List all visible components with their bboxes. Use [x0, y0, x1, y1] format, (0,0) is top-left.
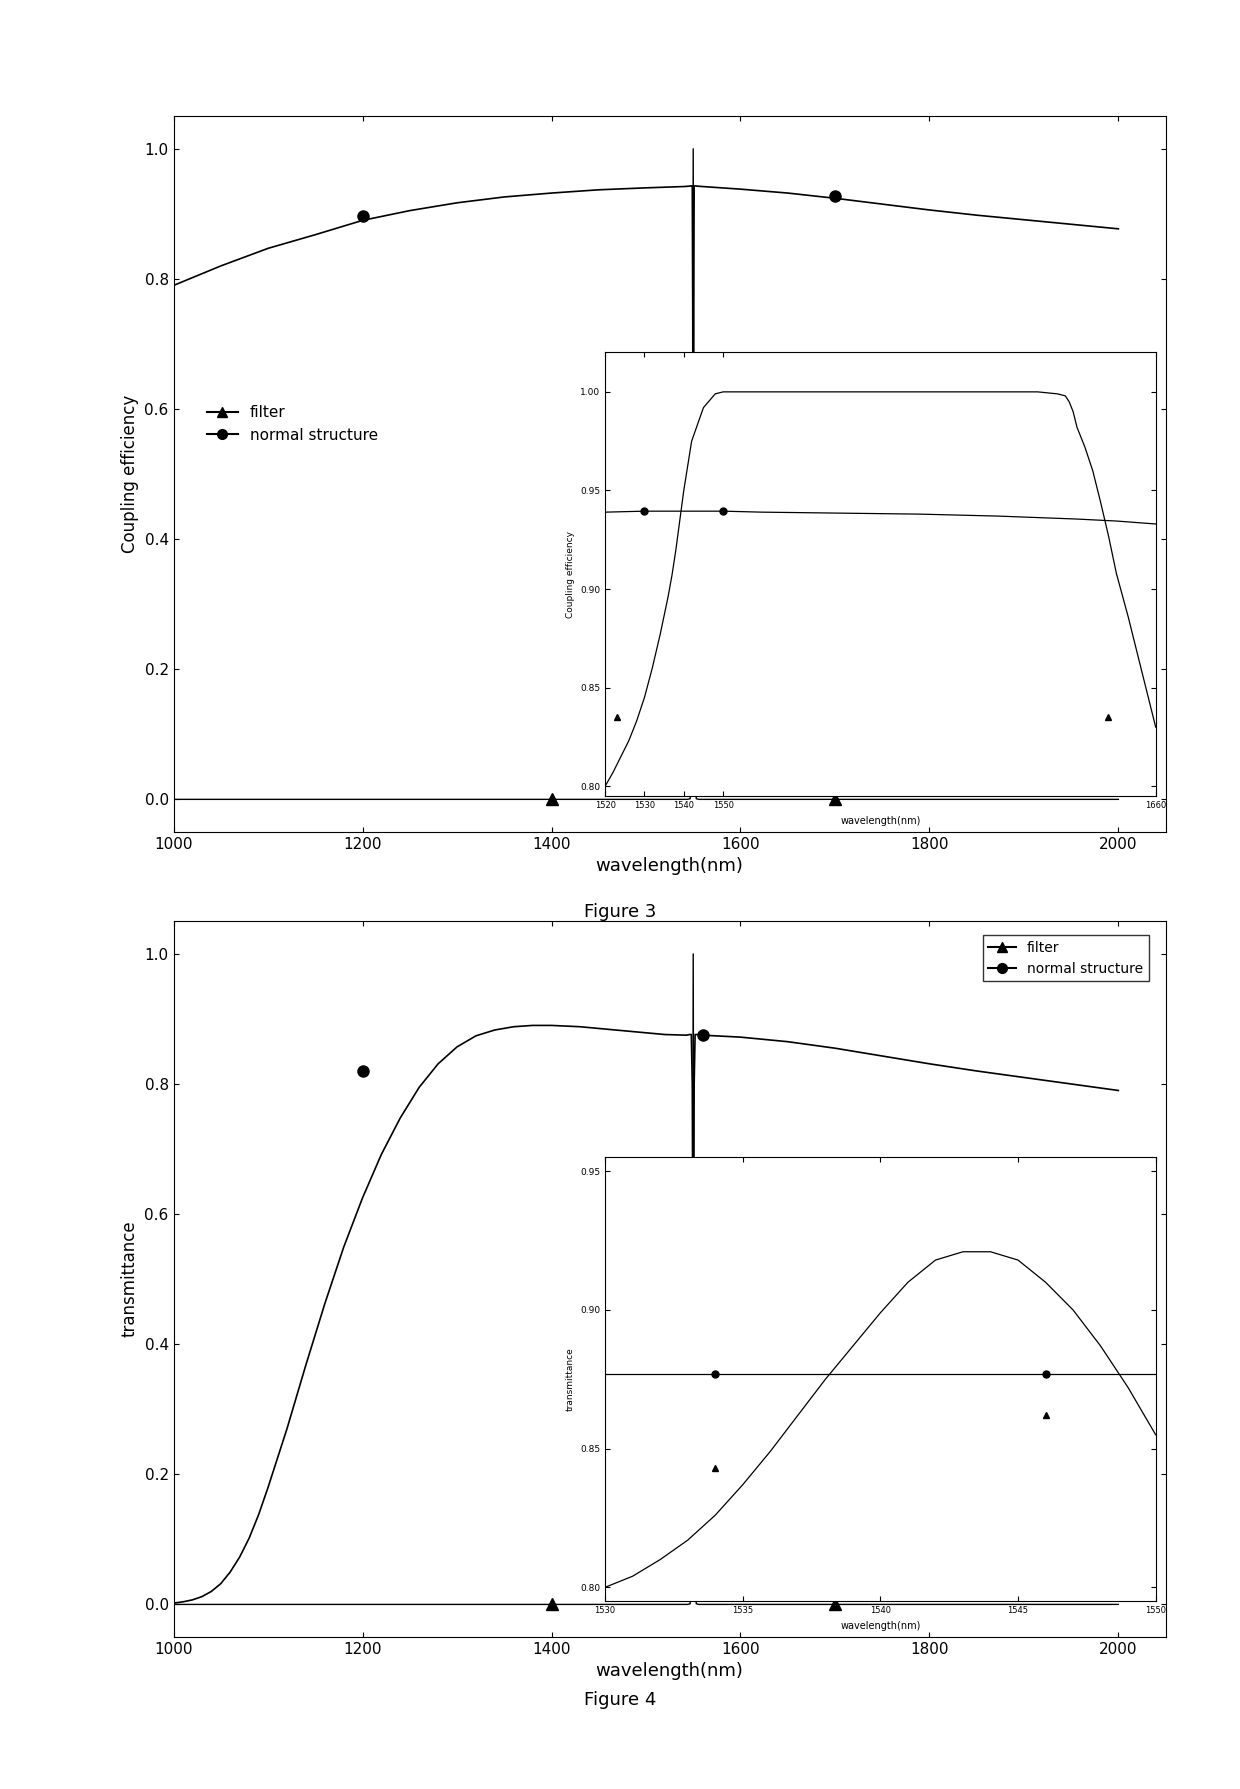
X-axis label: wavelength(nm): wavelength(nm): [595, 1662, 744, 1680]
X-axis label: wavelength(nm): wavelength(nm): [595, 857, 744, 875]
Text: Figure 4: Figure 4: [584, 1691, 656, 1708]
Y-axis label: transmittance: transmittance: [122, 1220, 139, 1338]
Y-axis label: Coupling efficiency: Coupling efficiency: [122, 395, 139, 553]
Text: Figure 3: Figure 3: [584, 903, 656, 921]
Legend: filter, normal structure: filter, normal structure: [201, 399, 384, 449]
Legend: filter, normal structure: filter, normal structure: [982, 936, 1148, 982]
